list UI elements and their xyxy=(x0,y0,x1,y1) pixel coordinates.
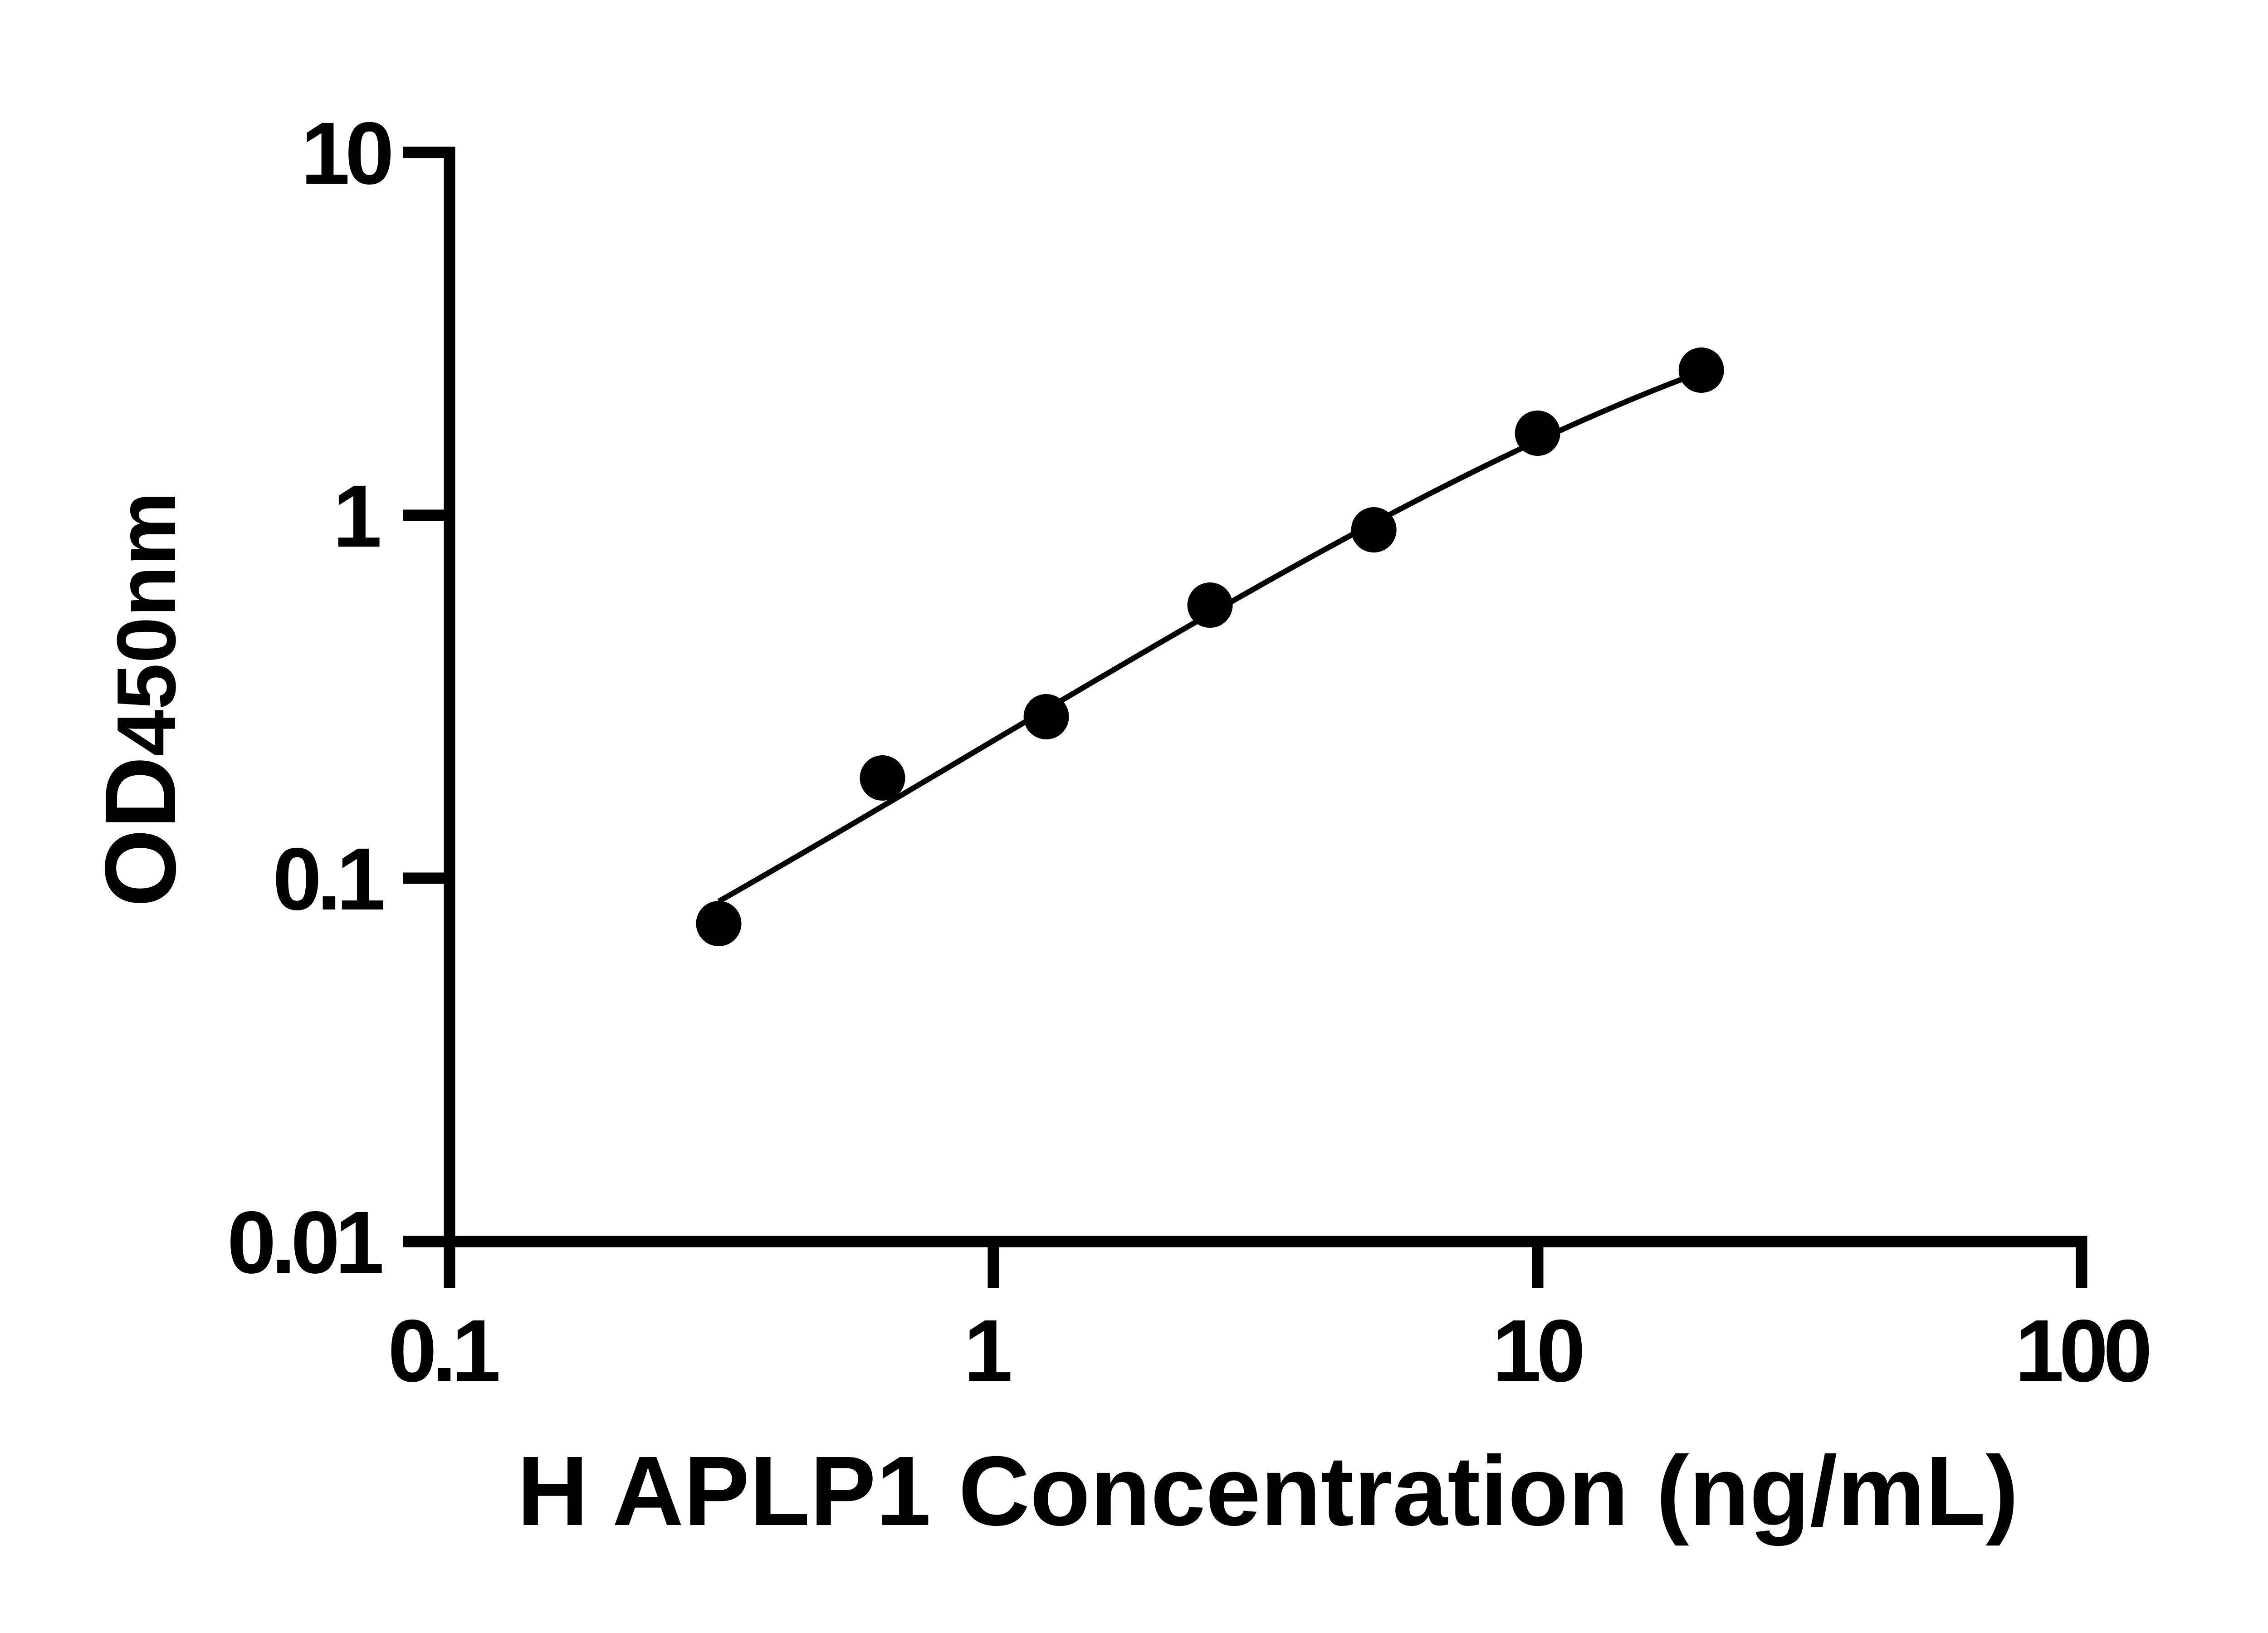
svg-text:10: 10 xyxy=(301,104,391,203)
svg-text:0.1: 0.1 xyxy=(388,1301,499,1400)
svg-text:0.1: 0.1 xyxy=(273,830,384,929)
svg-text:100: 100 xyxy=(2015,1301,2149,1400)
svg-text:1: 1 xyxy=(333,467,380,566)
svg-text:0.01: 0.01 xyxy=(227,1193,382,1292)
svg-text:1: 1 xyxy=(963,1301,1011,1400)
svg-text:OD450nm: OD450nm xyxy=(84,492,197,907)
svg-text:10: 10 xyxy=(1492,1301,1582,1400)
svg-text:H APLP1 Concentration (ng/mL): H APLP1 Concentration (ng/mL) xyxy=(517,1436,2019,1546)
